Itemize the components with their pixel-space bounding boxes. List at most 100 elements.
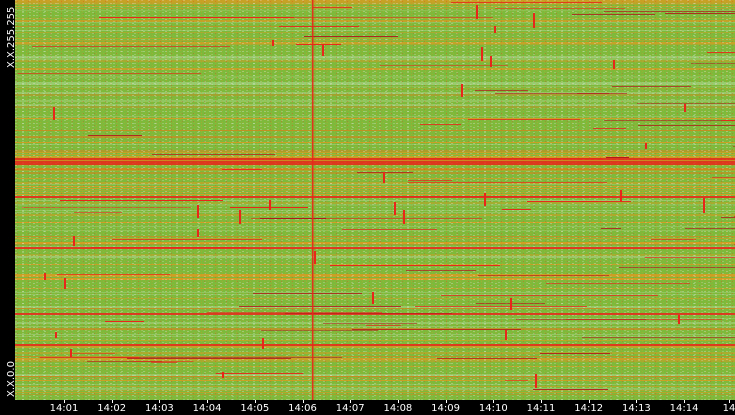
heatmap-red-segment [133, 361, 193, 362]
heatmap-red-segment [207, 312, 382, 313]
heatmap-red-segment [342, 229, 437, 230]
heatmap-vertical-mark [403, 210, 405, 224]
x-axis-tick [207, 400, 209, 403]
heatmap-red-segment [408, 182, 607, 183]
heatmap-red-segment [665, 13, 735, 14]
heatmap-red-segment [296, 44, 341, 45]
heatmap-red-segment [533, 389, 608, 390]
heatmap-vertical-mark [272, 40, 274, 46]
heatmap-red-segment [475, 90, 528, 91]
heatmap-vertical-mark [461, 84, 463, 97]
heatmap-red-segment [392, 158, 602, 159]
heatmap-red-segment [516, 319, 646, 320]
heatmap-red-segment [437, 358, 537, 359]
heatmap-red-segment [408, 180, 452, 181]
heatmap-red-segment [572, 201, 631, 202]
heatmap-red-segment [127, 358, 291, 359]
heatmap-red-segment [582, 337, 735, 338]
heatmap-red-segment [330, 265, 500, 266]
x-axis-tick [445, 400, 447, 403]
heatmap-red-segment [91, 247, 246, 248]
heatmap-red-segment [604, 11, 735, 12]
heatmap-vertical-mark [383, 172, 385, 183]
heatmap-vertical-mark [684, 104, 686, 112]
heatmap-vertical-mark [314, 251, 316, 264]
heatmap-vertical-mark [322, 45, 324, 56]
heatmap-vertical-mark [269, 200, 271, 210]
heatmap-red-segment [502, 209, 531, 210]
heatmap-red-segment [285, 313, 452, 314]
heatmap-red-line [15, 161, 735, 163]
x-axis-tick-label: 14:07 [335, 403, 365, 414]
heatmap-red-segment [406, 270, 476, 271]
heatmap-red-segment [478, 275, 609, 276]
heatmap-red-segment [99, 17, 294, 18]
heatmap-red-segment [251, 218, 482, 219]
heatmap-red-segment [151, 362, 177, 363]
y-axis: X.X.255.255 X.X.0.0 [0, 0, 17, 400]
heatmap-red-segment [691, 63, 735, 64]
heatmap-red-segment [108, 357, 342, 358]
heatmap-vertical-mark [53, 107, 55, 120]
heatmap-vertical-mark [484, 193, 486, 206]
heatmap-vertical-mark [55, 332, 57, 338]
heatmap-red-segment [40, 357, 139, 358]
heatmap-red-segment [707, 52, 735, 53]
x-axis-tick-label: 14:10 [478, 403, 508, 414]
heatmap-red-segment [279, 26, 359, 27]
heatmap-red-segment [239, 306, 401, 307]
heatmap-red-segment [685, 228, 735, 229]
heatmap-red-segment [87, 361, 162, 362]
heatmap-vertical-mark [44, 273, 46, 280]
heatmap-red-segment [152, 154, 275, 155]
x-axis-tick-label: 14:12 [574, 403, 604, 414]
heatmap-red-line [15, 163, 735, 165]
heatmap-red-segment [279, 17, 493, 18]
event-line-1406 [312, 0, 314, 400]
x-axis-tick-label: 14:05 [240, 403, 270, 414]
heatmap-vertical-mark [262, 338, 264, 349]
heatmap-red-segment [612, 86, 691, 87]
heatmap-red-segment [441, 295, 658, 296]
heatmap-vertical-mark [222, 372, 224, 378]
heatmap-red-segment [722, 120, 735, 121]
x-axis-tick [254, 400, 256, 403]
heatmap-red-segment [495, 93, 627, 94]
heatmap-red-line [15, 158, 735, 160]
x-axis-tick-label: 14:08 [383, 403, 413, 414]
heatmap-red-segment [415, 306, 587, 307]
heatmap-red-segment [222, 169, 262, 170]
heatmap-vertical-mark [645, 143, 647, 149]
heatmap-red-segment [253, 293, 362, 294]
heatmap-red-segment [60, 200, 223, 201]
x-axis-tick [64, 400, 65, 403]
x-axis-tick [159, 400, 161, 403]
heatmap-vertical-mark [494, 26, 496, 33]
heatmap-red-segment [323, 323, 417, 324]
heatmap-red-segment [619, 267, 735, 268]
heatmap-red-segment [505, 380, 528, 381]
x-axis-tick-label: 14:14 [669, 403, 699, 414]
heatmap-vertical-marks [44, 5, 705, 388]
heatmap-vertical-mark [481, 47, 483, 61]
heatmap-red-segment [712, 177, 735, 178]
heatmap-red-segment [22, 207, 191, 208]
x-axis-tick [588, 400, 590, 403]
heatmap-red-line [15, 247, 735, 249]
heatmap-red-segment [73, 353, 115, 354]
heatmap-red-segment [18, 73, 201, 74]
heatmap-red-segment [380, 65, 508, 66]
heatmap-red-segment [57, 274, 170, 275]
x-axis-tick [397, 400, 399, 403]
x-axis-tick-label: 14:13 [621, 403, 651, 414]
heatmap-red-segment [721, 217, 735, 218]
x-axis-tick [636, 400, 638, 403]
heatmap-red-segment [216, 373, 303, 374]
heatmap-plot-area[interactable] [15, 0, 735, 400]
x-axis-tick-label: 14:06 [288, 403, 317, 414]
heatmap-red-segment [468, 119, 580, 120]
heatmap-red-segment [451, 2, 602, 3]
heatmap-canvas [15, 0, 735, 400]
heatmap-vertical-mark [535, 374, 537, 388]
